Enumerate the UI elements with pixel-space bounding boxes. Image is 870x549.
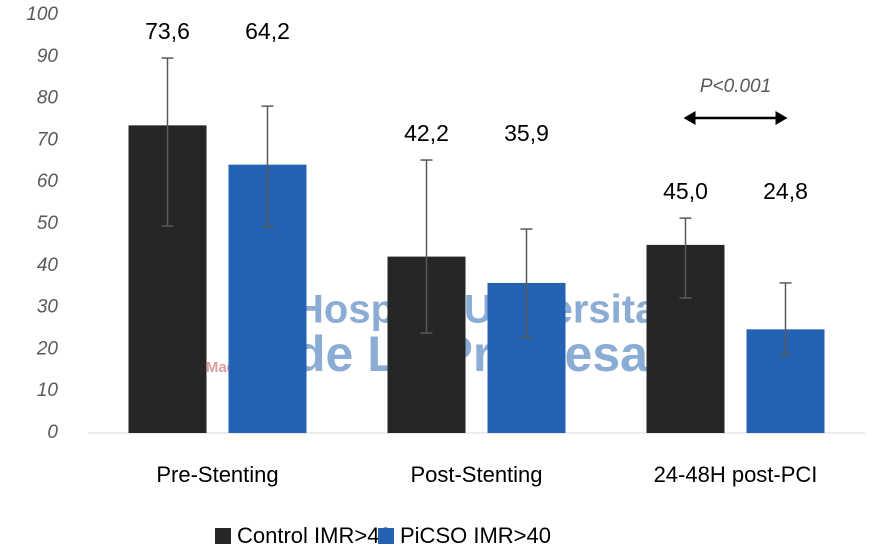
x-tick-label: Post-Stenting bbox=[410, 462, 542, 487]
y-tick-label: 20 bbox=[36, 338, 59, 359]
y-tick-label: 90 bbox=[37, 46, 59, 67]
y-tick-label: 70 bbox=[37, 129, 59, 150]
y-tick-label: 0 bbox=[47, 422, 58, 443]
value-label: 73,6 bbox=[145, 18, 190, 44]
value-label: 64,2 bbox=[245, 18, 290, 44]
legend-label: Control IMR>40 bbox=[237, 523, 392, 548]
y-tick-label: 40 bbox=[37, 255, 59, 276]
y-tick-label: 100 bbox=[26, 4, 58, 25]
y-tick-label: 80 bbox=[37, 88, 59, 109]
legend-label: PiCSO IMR>40 bbox=[400, 523, 551, 548]
x-tick-label: Pre-Stenting bbox=[156, 462, 278, 487]
value-label: 45,0 bbox=[663, 178, 708, 204]
legend-swatch bbox=[215, 528, 231, 544]
y-tick-label: 60 bbox=[37, 171, 59, 192]
value-label: 42,2 bbox=[404, 120, 449, 146]
legend-swatch bbox=[378, 528, 394, 544]
value-label: 24,8 bbox=[763, 178, 808, 204]
watermark-text: de La Princesa bbox=[295, 326, 649, 382]
y-tick-label: 10 bbox=[37, 380, 59, 401]
y-tick-label: 30 bbox=[37, 297, 59, 318]
annotation: P<0.001 bbox=[700, 76, 771, 97]
chart: Hospital Universitario de La Princesa Sa… bbox=[0, 0, 870, 549]
x-tick-label: 24-48H post-PCI bbox=[654, 462, 818, 487]
y-tick-label: 50 bbox=[37, 213, 59, 234]
value-label: 35,9 bbox=[504, 120, 549, 146]
